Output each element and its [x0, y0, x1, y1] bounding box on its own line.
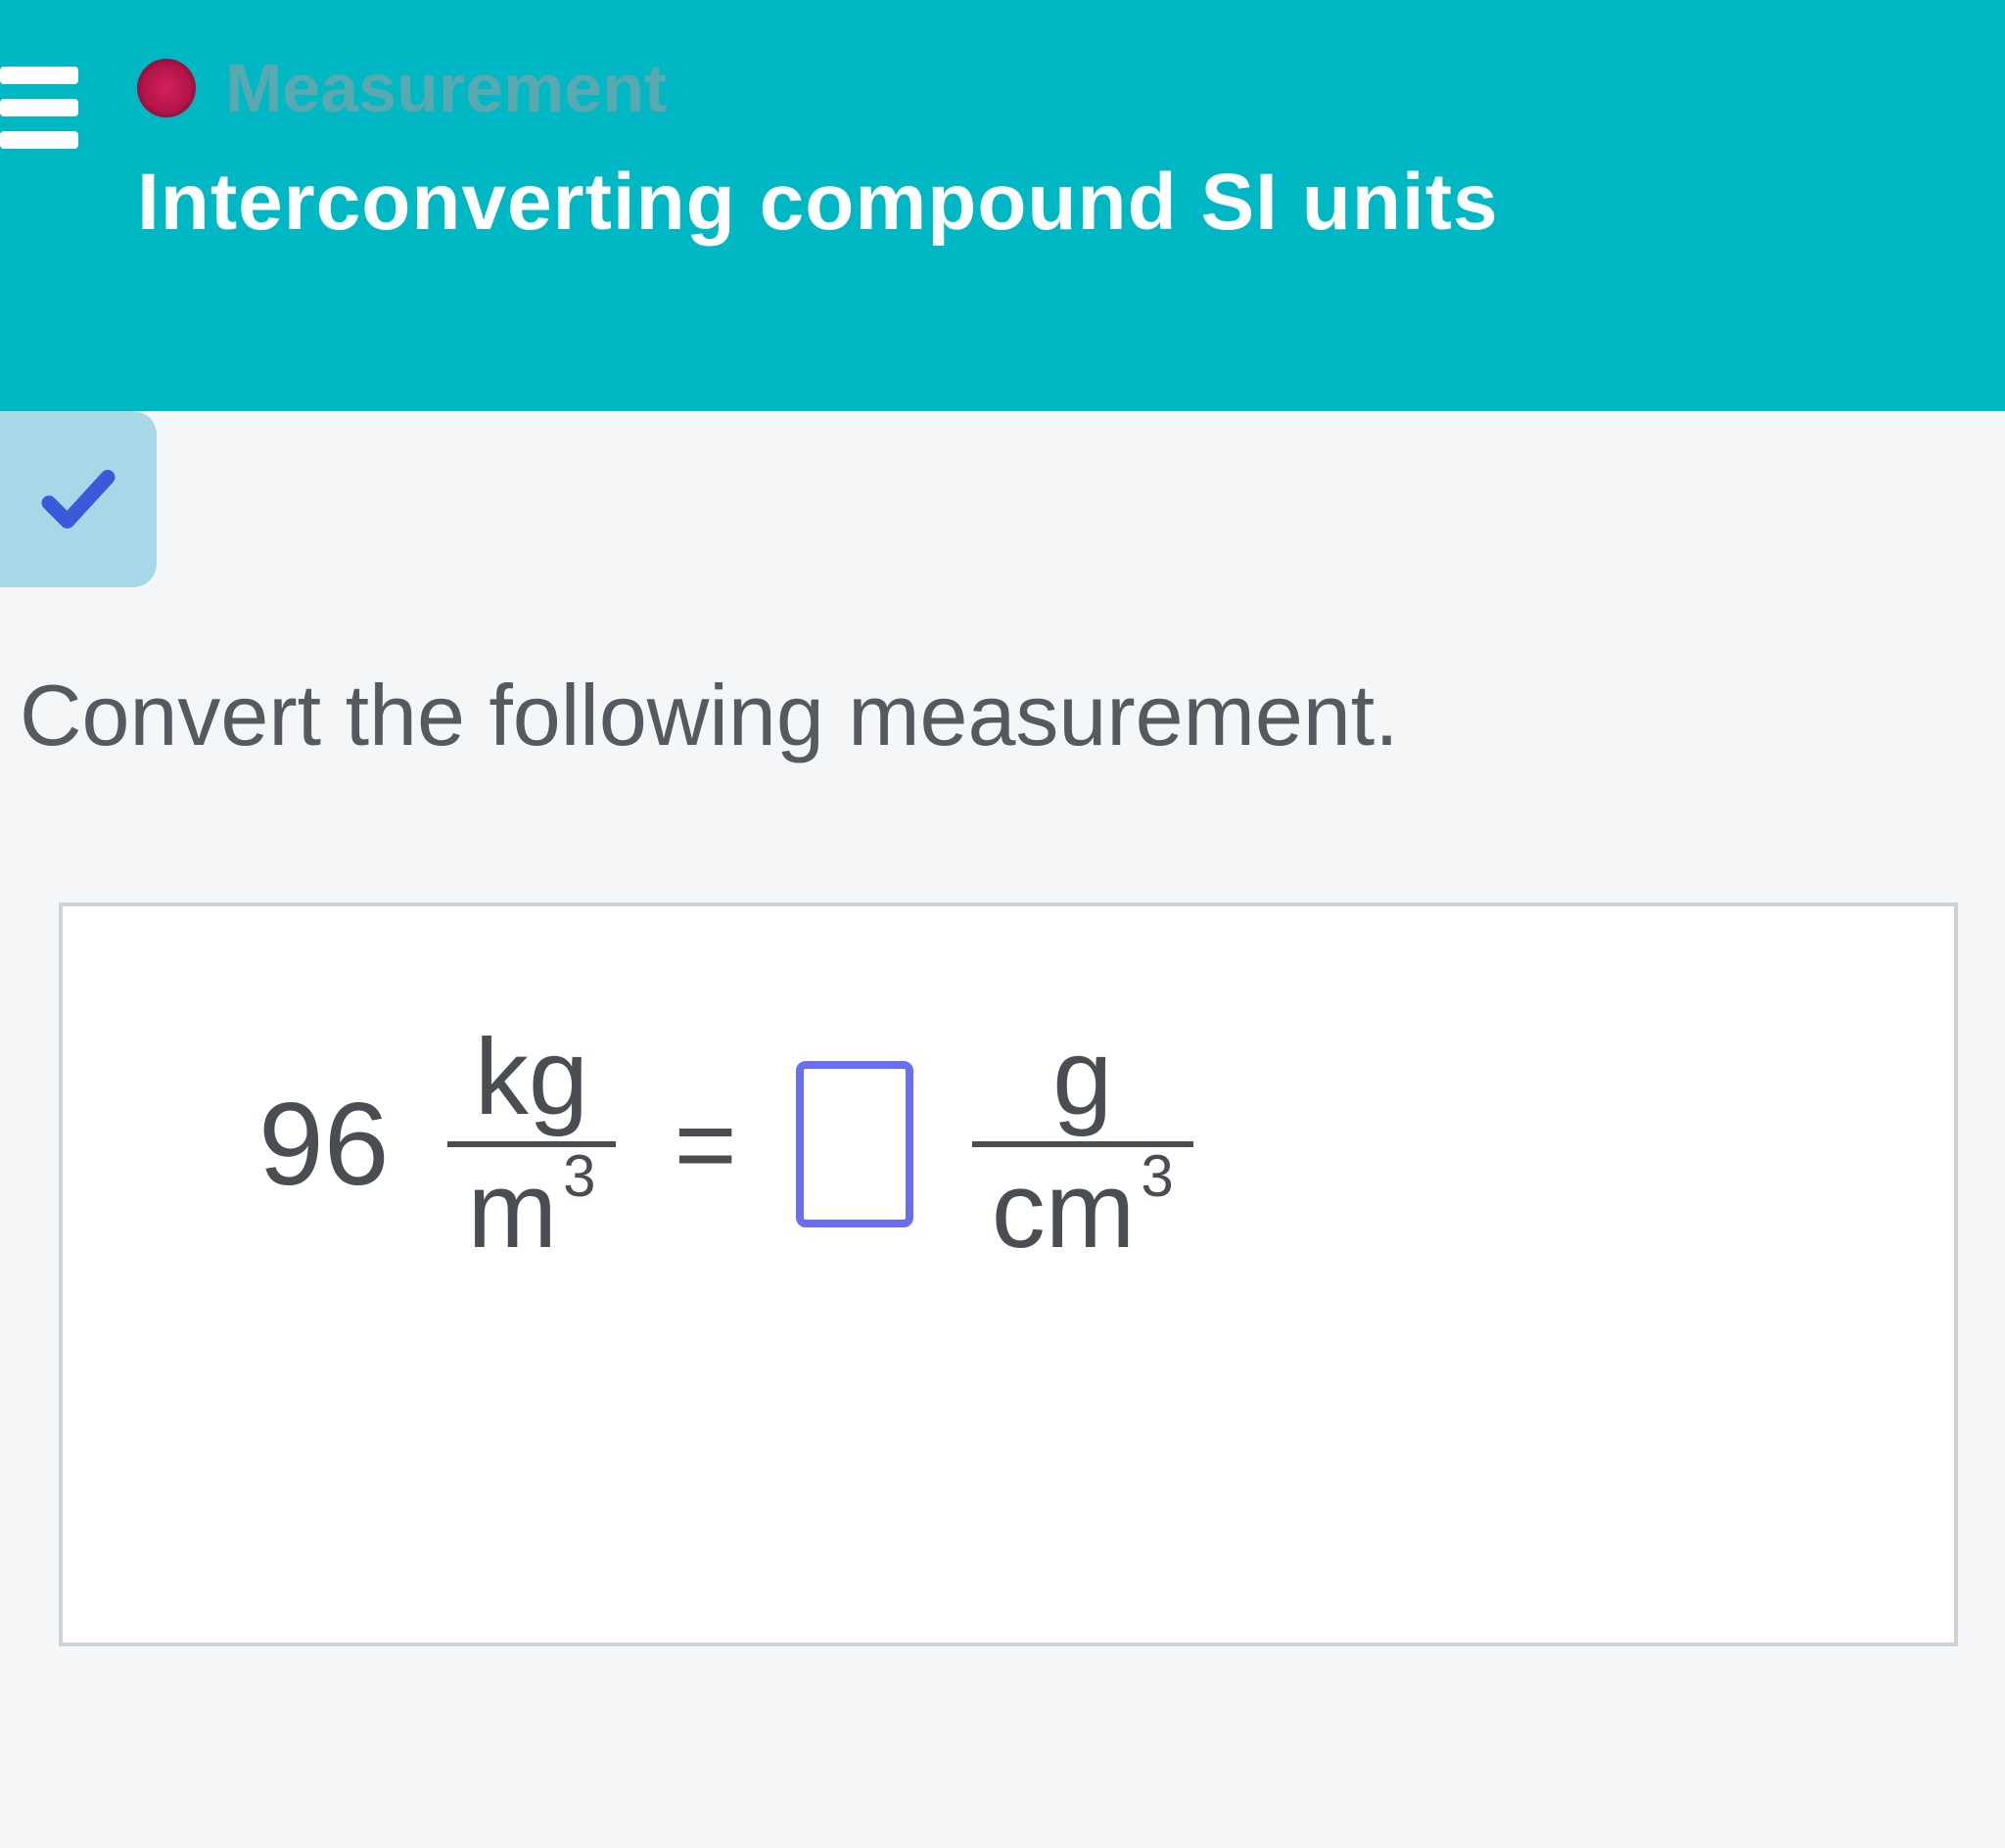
- coefficient: 96: [258, 1077, 389, 1212]
- equation: 96 kg m 3 = g cm 3: [258, 1024, 1193, 1265]
- content-area: Convert the following measurement. 96 kg…: [0, 411, 2005, 1646]
- check-icon: [34, 455, 122, 543]
- equation-box: 96 kg m 3 = g cm 3: [59, 902, 1958, 1646]
- category-label: Measurement: [225, 49, 667, 127]
- left-denominator: m 3: [447, 1147, 615, 1265]
- topic-title: Interconverting compound SI units: [137, 157, 1499, 249]
- question-prompt: Convert the following measurement.: [20, 666, 1966, 765]
- right-numerator: g: [1033, 1024, 1132, 1141]
- right-unit-fraction: g cm 3: [972, 1024, 1193, 1265]
- right-denominator: cm 3: [972, 1147, 1193, 1265]
- record-icon: [137, 59, 196, 117]
- check-tab[interactable]: [0, 411, 157, 587]
- page-header: Measurement Interconverting compound SI …: [0, 0, 2005, 411]
- answer-input[interactable]: [796, 1061, 913, 1227]
- menu-button[interactable]: [0, 49, 108, 166]
- left-unit-fraction: kg m 3: [447, 1024, 615, 1265]
- equals-sign: =: [675, 1083, 737, 1207]
- header-text-block: Measurement Interconverting compound SI …: [137, 29, 1499, 249]
- left-numerator: kg: [455, 1024, 608, 1141]
